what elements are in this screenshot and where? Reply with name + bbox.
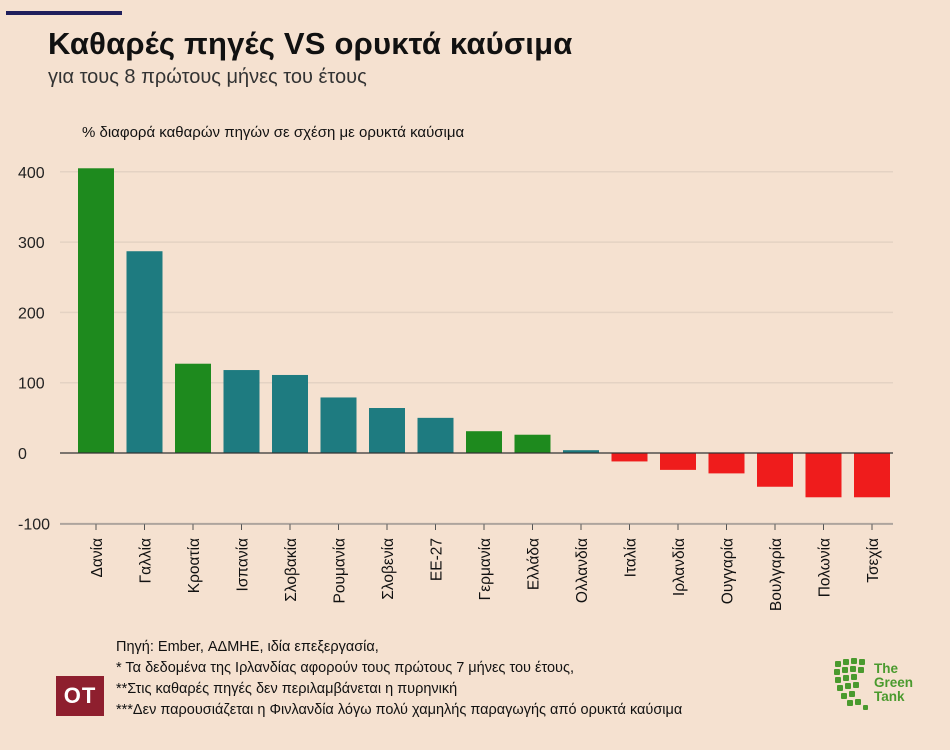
x-tick-label: Ιρλανδία (671, 538, 688, 596)
bar-chart: % διαφορά καθαρών πηγών σε σχέση με ορυκ… (18, 124, 893, 611)
x-tick-label: ΕΕ-27 (429, 538, 446, 581)
bar (708, 453, 745, 474)
bar (757, 453, 793, 487)
x-tick-label: Ρουμανία (332, 538, 349, 604)
x-tick-label: Ολλανδία (574, 538, 591, 603)
chart-title: Καθαρές πηγές VS ορυκτά καύσιμα (48, 26, 573, 61)
green-tank-logo-icon (834, 658, 868, 710)
bar (369, 408, 405, 453)
bar (175, 363, 211, 453)
footnote-finland: ***Δεν παρουσιάζεται η Φινλανδία λόγω πο… (116, 702, 683, 718)
footnote-nuclear: **Στις καθαρές πηγές δεν περιλαμβάνεται … (116, 681, 458, 697)
x-tick-label: Δανία (89, 538, 106, 578)
bar (466, 431, 502, 453)
y-tick-label: 0 (18, 446, 27, 463)
top-accent-bar (6, 11, 122, 15)
logo-word-tank: Tank (874, 689, 905, 704)
y-axis-label: % διαφορά καθαρών πηγών σε σχέση με ορυκ… (82, 124, 465, 141)
chart-subtitle: για τους 8 πρώτους μήνες του έτους (48, 66, 367, 88)
x-tick-label: Γερμανία (477, 538, 494, 600)
source-notes: Πηγή: Ember, ΑΔΜΗΕ, ιδία επεξεργασία, * … (116, 637, 682, 721)
bar (126, 251, 163, 453)
x-tick-label: Γαλλία (138, 538, 155, 583)
x-tick-label: Σλοβακία (283, 538, 300, 602)
x-tick-label: Ουγγαρία (720, 538, 737, 604)
x-tick-label: Ελλάδα (526, 538, 543, 590)
y-tick-label: -100 (18, 516, 50, 533)
y-tick-label: 300 (18, 235, 45, 252)
bar (563, 450, 599, 453)
bar (660, 453, 696, 470)
logo-word-green: Green (874, 675, 914, 690)
footnote-ireland: * Τα δεδομένα της Ιρλανδίας αφορούν τους… (116, 660, 574, 676)
ot-logo: OT (56, 676, 104, 716)
bar (272, 374, 308, 453)
bar (611, 453, 648, 462)
green-tank-logo-text: The Green Tank (874, 662, 913, 704)
logo-word-the: The (874, 661, 899, 676)
bar (417, 417, 454, 453)
bar (78, 168, 114, 453)
bar (514, 434, 551, 453)
y-tick-label: 400 (18, 165, 45, 182)
x-tick-label: Πολωνία (817, 538, 834, 597)
x-tick-label: Σλοβενία (380, 538, 397, 600)
x-tick-label: Κροατία (186, 538, 203, 593)
x-tick-label: Τσεχία (865, 538, 882, 583)
x-tick-label: Ισπανία (235, 538, 252, 592)
bar (320, 397, 357, 453)
x-tick-label: Ιταλία (623, 538, 640, 577)
y-tick-label: 100 (18, 376, 45, 393)
bar (854, 453, 890, 498)
x-tick-label: Βουλγαρία (768, 538, 785, 611)
source-line: Πηγή: Ember, ΑΔΜΗΕ, ιδία επεξεργασία, (116, 639, 379, 655)
y-tick-label: 200 (18, 305, 45, 322)
bar (805, 453, 842, 498)
bar (223, 370, 260, 453)
